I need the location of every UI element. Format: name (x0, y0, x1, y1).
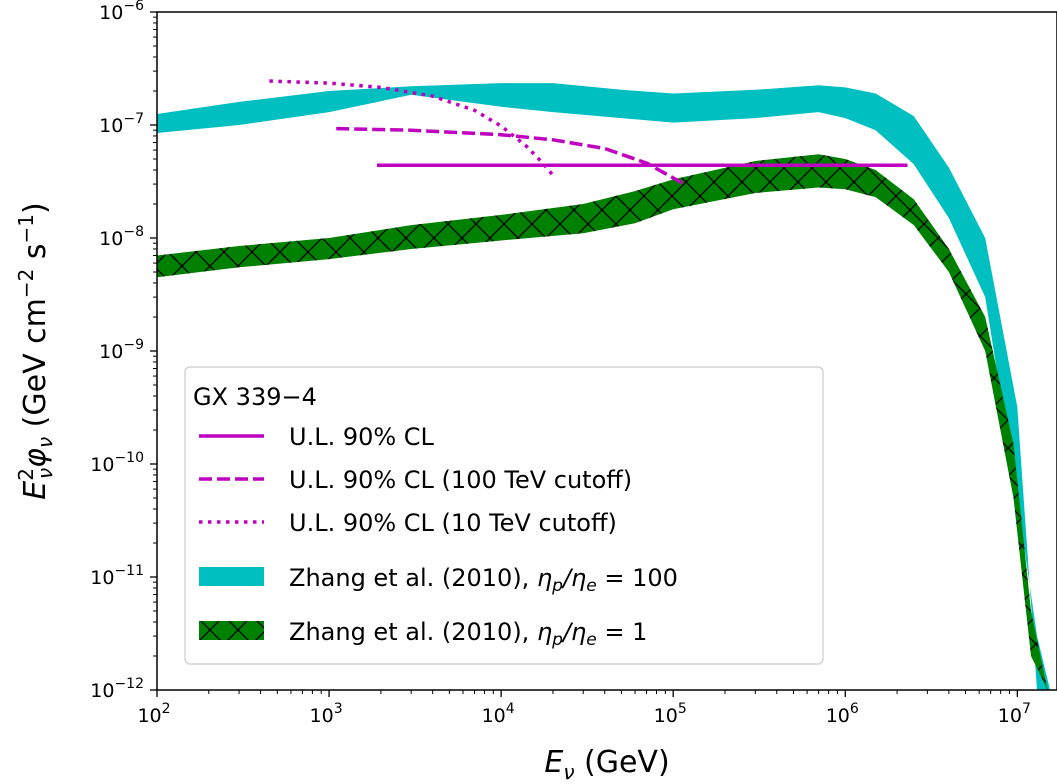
y-axis-label: E2νφν (GeV cm−2 s−1) (14, 202, 57, 499)
x-tick-label: 106 (826, 701, 859, 727)
limit-lines (269, 79, 908, 188)
y-tick-label: 10−7 (99, 111, 144, 137)
y-tick-label: 10−12 (90, 676, 144, 702)
plot-area (157, 79, 1051, 690)
x-tick-label: 104 (482, 701, 515, 727)
y-tick-label: 10−9 (99, 337, 144, 363)
legend-label-dotted: U.L. 90% CL (10 TeV cutoff) (289, 509, 617, 537)
x-tick-label: 107 (998, 701, 1031, 727)
x-tick-label: 102 (137, 701, 170, 727)
legend-title: GX 339−4 (193, 383, 317, 411)
legend-label-green-band: Zhang et al. (2010), ηp/ηe = 1 (289, 618, 647, 650)
upper-limit-dotted-line (269, 79, 555, 177)
legend-label-dashed: U.L. 90% CL (100 TeV cutoff) (289, 466, 632, 494)
upper-limit-dashed-line (336, 126, 688, 188)
legend-handle-green-hatch (199, 621, 264, 640)
y-tick-label: 10−10 (90, 450, 144, 476)
x-axis-ticks: 102 103 104 105 106 107 (137, 690, 1031, 727)
y-axis-ticks: 10−12 10−11 10−10 10−9 10−8 10−7 10−6 (90, 0, 157, 702)
x-tick-label: 105 (654, 701, 687, 727)
y-tick-label: 10−11 (90, 563, 144, 589)
legend-label-cyan-band: Zhang et al. (2010), ηp/ηe = 100 (289, 564, 678, 596)
y-tick-label: 10−6 (99, 0, 144, 24)
legend-label-solid: U.L. 90% CL (289, 423, 435, 451)
legend-handle-cyan-band (199, 567, 264, 586)
legend-box (184, 366, 824, 665)
y-tick-label: 10−8 (99, 224, 144, 250)
legend: GX 339−4 U.L. 90% CL U.L. 90% CL (100 Te… (184, 366, 824, 665)
x-axis-label: Eν (GeV) (544, 745, 669, 784)
x-tick-label: 103 (310, 701, 343, 727)
